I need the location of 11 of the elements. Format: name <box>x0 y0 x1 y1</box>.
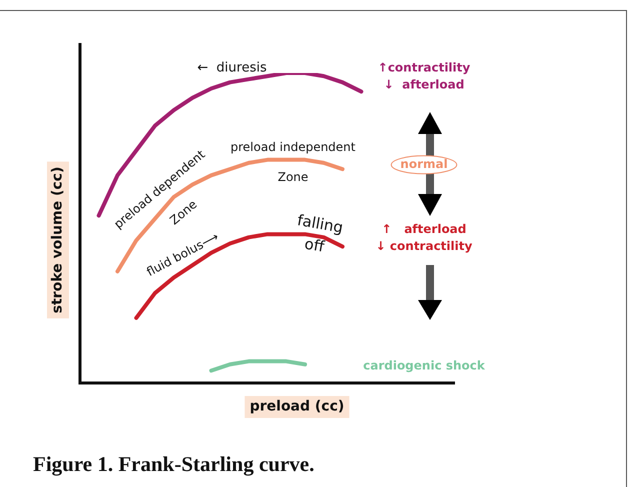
text: normal <box>400 156 448 171</box>
y-axis-title: stroke volume (cc) <box>50 166 66 314</box>
caption: Figure 1. Frank-Starling curve. <box>33 452 314 477</box>
annotation: preload independent <box>230 140 356 154</box>
annotation: falling off <box>296 211 344 256</box>
text: ↑ afterload ↓ contractility <box>376 222 472 253</box>
x-axis-title: preload (cc) <box>250 398 344 415</box>
annotation: ← diuresis <box>197 60 267 76</box>
series-label: ↑contractility ↓ afterload <box>378 60 470 92</box>
text: cardiogenic shock <box>363 358 486 372</box>
annotation: Zone <box>278 170 308 184</box>
